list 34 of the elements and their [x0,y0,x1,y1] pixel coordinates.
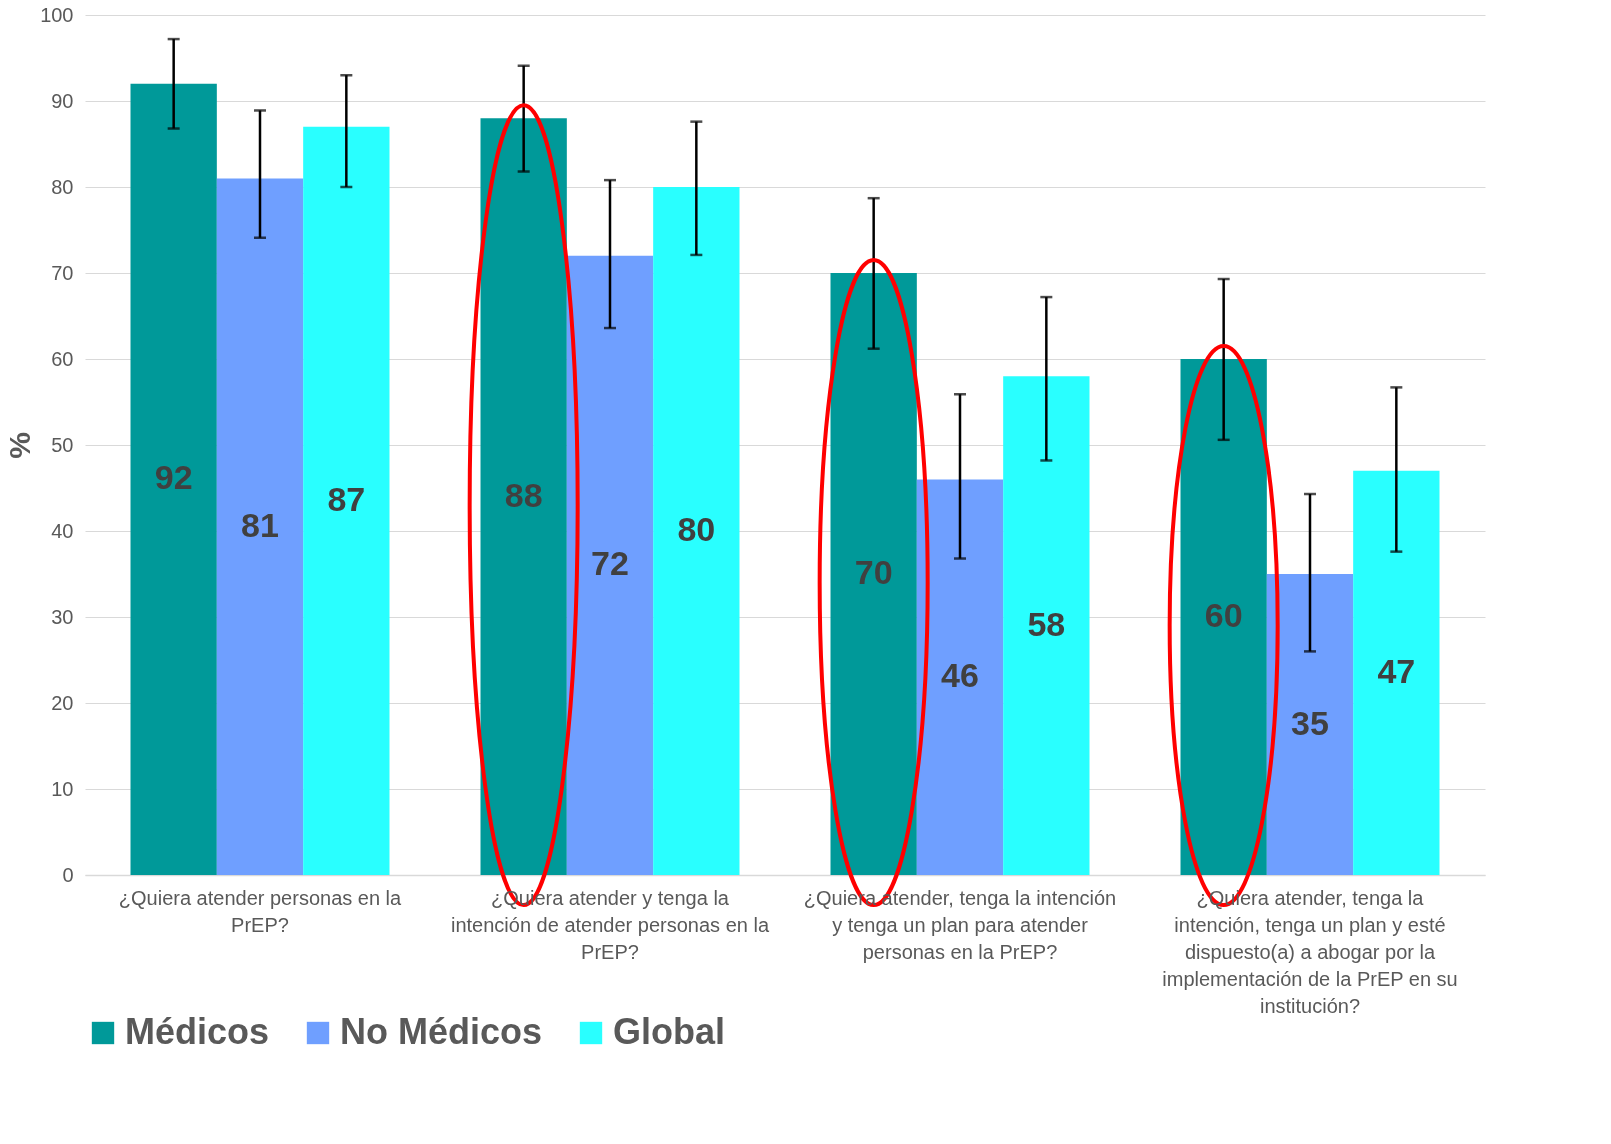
bar [1353,470,1440,875]
y-tick-label: 50 [51,433,74,456]
y-tick-label: 30 [51,605,74,628]
data-label: 60 [1204,596,1243,634]
legend-label: No Médicos [340,1011,543,1052]
y-tick-label: 40 [51,519,74,542]
legend-label: Global [613,1011,726,1052]
y-tick-label: 20 [51,691,74,714]
y-tick-label: 90 [51,89,74,112]
y-axis-title: % [3,432,37,459]
data-label: 88 [504,475,543,514]
data-label: 47 [1377,651,1416,690]
bar [653,187,740,875]
bar [130,83,217,875]
x-tick-label: ¿Quiera atender personas en la PrEP? [118,887,403,936]
data-label: 81 [241,505,279,544]
data-label: 72 [591,544,629,583]
data-label: 92 [154,458,193,497]
y-tick-label: 60 [51,347,74,370]
bar [303,126,390,875]
data-label: 35 [1291,703,1329,742]
y-tick-label: 80 [51,175,74,198]
data-label: 58 [1027,604,1066,643]
data-label: 87 [327,479,366,518]
data-label: 80 [677,510,716,548]
y-tick-label: 10 [51,777,74,800]
bar [216,178,304,875]
y-tick-label: 100 [40,3,74,26]
bar [1003,376,1090,875]
data-label: 46 [941,656,979,695]
y-tick-label: 0 [62,863,74,886]
data-label: 70 [854,553,893,591]
legend-label: Médicos [125,1011,270,1052]
y-tick-label: 70 [51,261,74,284]
